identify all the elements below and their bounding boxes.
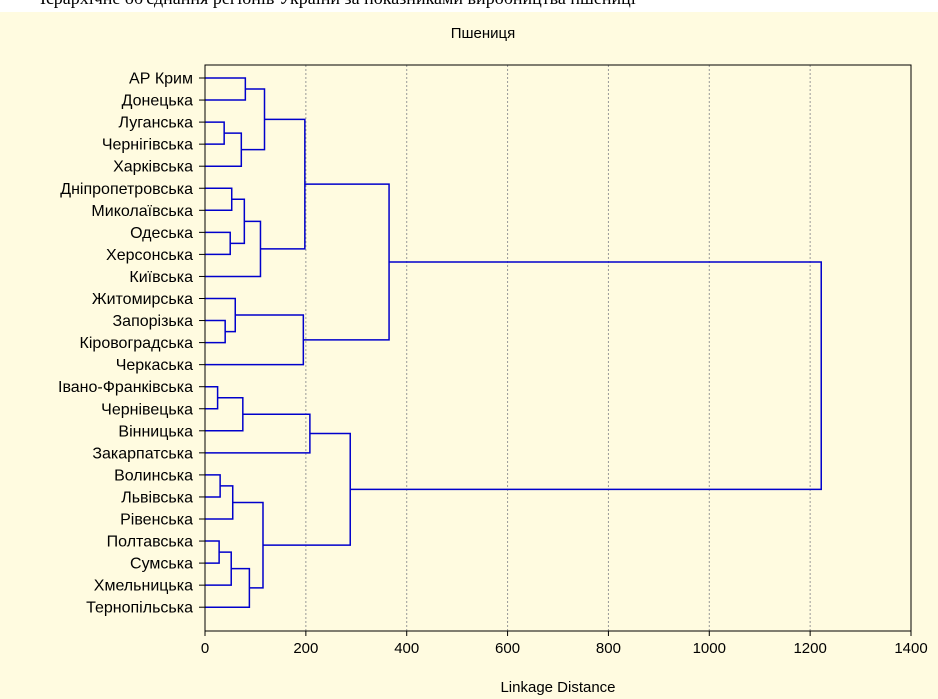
x-axis-ticks: 0 200 400 600 800 1000 1200 1400 (201, 631, 928, 657)
leaf-label: Вінницька (118, 423, 193, 440)
merge-link (205, 567, 251, 608)
leaf-label: Харківська (113, 159, 193, 176)
leaf-label: Дніпропетровська (60, 181, 193, 198)
leaf-label: Івано-Франківська (58, 379, 193, 396)
x-tick-label: 0 (201, 640, 209, 657)
leaf-label: Донецька (122, 93, 194, 110)
x-tick-label: 800 (596, 640, 621, 657)
leaf-label: Запорізька (113, 313, 194, 330)
merge-link (205, 413, 311, 454)
leaf-label: Львівська (121, 489, 193, 506)
leaf-labels: АР Крим Донецька Луганська Чернігівська Харк… (58, 71, 205, 617)
leaf-label: Хмельницька (94, 578, 193, 595)
leaf-label: АР Крим (129, 71, 193, 88)
merge-link (205, 385, 219, 410)
merge-link (205, 77, 247, 101)
merge-link (205, 551, 232, 586)
merge-link (205, 396, 244, 432)
merge-link (262, 432, 351, 546)
leaf-label: Рівенська (120, 512, 193, 529)
leaf-label: Одеська (130, 225, 193, 242)
merge-link (230, 198, 246, 245)
leaf-label: Кіровоградська (80, 335, 194, 352)
leaf-label: Херсонська (106, 247, 193, 264)
merge-link (232, 501, 264, 589)
chart-panel (0, 12, 938, 699)
top-strip: Ієрархічне об'єднання регіонів України з… (0, 0, 938, 12)
merge-link (205, 485, 234, 520)
merge-link (205, 319, 226, 344)
merge-link (205, 314, 305, 366)
leaf-label: Полтавська (107, 534, 193, 551)
x-tick-label: 1200 (793, 640, 826, 657)
merge-link (260, 118, 306, 250)
plot-frame (204, 64, 912, 632)
grid-lines (305, 65, 811, 631)
leaf-label: Сумська (130, 556, 193, 573)
leaf-label: Миколаївська (91, 203, 193, 220)
leaf-label: Закарпатська (92, 445, 193, 462)
leaf-label: Житомирська (92, 291, 193, 308)
leaf-label: Волинська (114, 467, 193, 484)
leaf-label: Луганська (119, 115, 194, 132)
merge-link (205, 220, 262, 278)
merge-link (205, 474, 221, 498)
merge-link (350, 261, 822, 491)
merge-link (303, 183, 390, 341)
chart-title: Пшениця (451, 25, 516, 42)
merge-link (205, 540, 220, 564)
leaf-label: Чернівецька (101, 401, 193, 418)
leaf-label: Чернігівська (102, 137, 193, 154)
merge-link (205, 297, 237, 333)
merge-link (205, 121, 225, 145)
dendrogram-links (205, 77, 822, 608)
leaf-label: Тернопільська (86, 600, 193, 617)
merge-link (205, 187, 233, 212)
merge-link (205, 132, 243, 167)
leaf-label: Київська (129, 269, 193, 286)
x-axis-label: Linkage Distance (500, 679, 615, 696)
leaf-label: Черкаська (116, 357, 193, 374)
top-strip-text: Ієрархічне об'єднання регіонів України з… (40, 0, 636, 9)
x-tick-label: 1400 (894, 640, 927, 657)
x-tick-label: 1000 (693, 640, 726, 657)
x-tick-label: 400 (394, 640, 419, 657)
x-tick-label: 600 (495, 640, 520, 657)
x-tick-label: 200 (293, 640, 318, 657)
merge-link (205, 231, 231, 256)
